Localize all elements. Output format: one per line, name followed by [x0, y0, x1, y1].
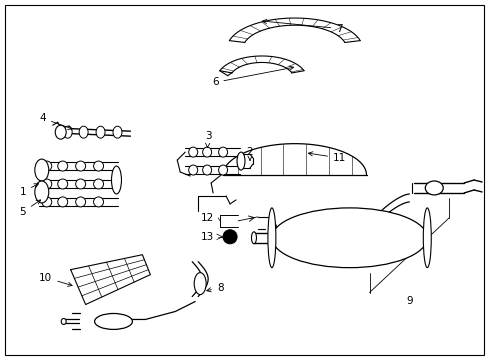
- Ellipse shape: [58, 197, 67, 207]
- Text: 9: 9: [405, 296, 412, 306]
- Ellipse shape: [218, 147, 227, 157]
- Ellipse shape: [41, 197, 52, 207]
- Circle shape: [226, 234, 233, 240]
- Text: 8: 8: [206, 283, 223, 293]
- Text: 7: 7: [262, 19, 342, 33]
- Ellipse shape: [79, 126, 88, 138]
- Ellipse shape: [113, 126, 122, 138]
- Ellipse shape: [93, 197, 103, 207]
- Ellipse shape: [188, 147, 197, 157]
- Ellipse shape: [41, 161, 52, 171]
- Ellipse shape: [93, 161, 103, 171]
- Text: 1: 1: [20, 184, 39, 197]
- Ellipse shape: [55, 125, 66, 139]
- Text: 3: 3: [204, 131, 211, 148]
- Ellipse shape: [423, 208, 430, 268]
- Ellipse shape: [35, 159, 49, 181]
- Ellipse shape: [271, 208, 427, 268]
- Ellipse shape: [111, 166, 121, 194]
- Ellipse shape: [63, 126, 72, 138]
- Text: 10: 10: [39, 273, 72, 286]
- Text: 2: 2: [246, 147, 253, 160]
- Ellipse shape: [76, 197, 85, 207]
- Ellipse shape: [58, 161, 67, 171]
- Ellipse shape: [35, 181, 49, 203]
- Ellipse shape: [76, 161, 85, 171]
- Ellipse shape: [76, 179, 85, 189]
- Circle shape: [223, 230, 237, 244]
- Ellipse shape: [194, 273, 206, 294]
- Ellipse shape: [58, 179, 67, 189]
- Ellipse shape: [41, 179, 52, 189]
- Ellipse shape: [425, 181, 442, 195]
- Ellipse shape: [61, 319, 66, 324]
- Ellipse shape: [94, 314, 132, 329]
- Text: 12: 12: [201, 213, 214, 223]
- Text: 6: 6: [211, 66, 293, 87]
- Text: 5: 5: [20, 200, 41, 217]
- Ellipse shape: [202, 165, 211, 175]
- Ellipse shape: [218, 165, 227, 175]
- Text: 11: 11: [308, 152, 346, 163]
- Ellipse shape: [93, 179, 103, 189]
- Ellipse shape: [267, 208, 275, 268]
- Text: 13: 13: [201, 232, 214, 242]
- Ellipse shape: [96, 126, 105, 138]
- Ellipse shape: [251, 232, 256, 244]
- Ellipse shape: [237, 152, 244, 170]
- Ellipse shape: [202, 147, 211, 157]
- Text: 4: 4: [40, 113, 72, 130]
- Ellipse shape: [188, 165, 197, 175]
